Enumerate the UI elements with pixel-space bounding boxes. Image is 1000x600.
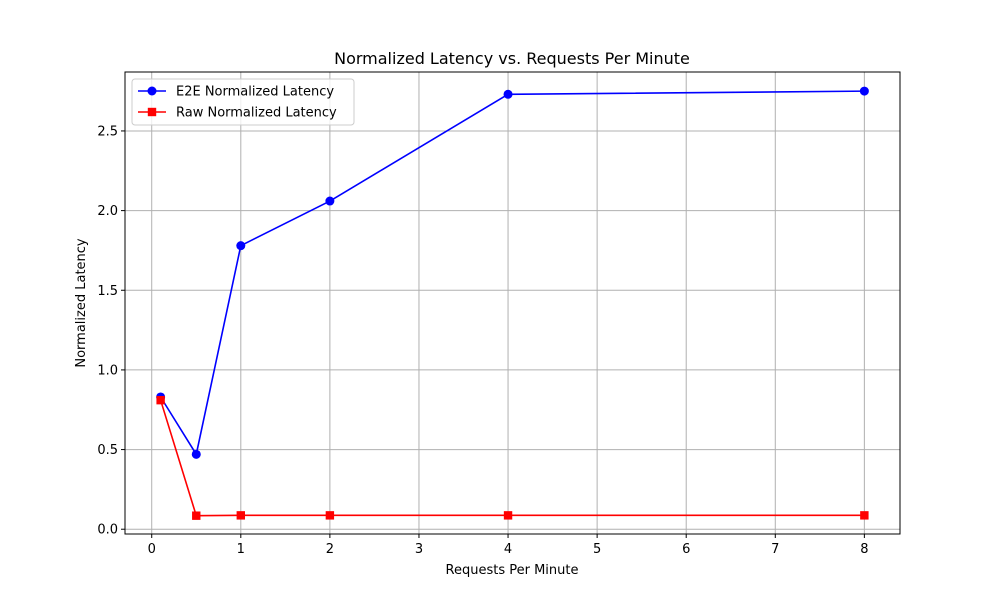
x-tick-label: 1 [237, 542, 245, 557]
x-tick-label: 3 [415, 542, 423, 557]
x-tick-label: 0 [148, 542, 156, 557]
data-point [191, 449, 201, 459]
data-point [156, 395, 165, 405]
y-tick-label: 0.0 [97, 523, 118, 538]
x-axis-label: Requests Per Minute [446, 563, 579, 578]
y-tick-label: 1.5 [97, 284, 118, 299]
y-tick-label: 2.0 [97, 204, 118, 219]
legend-marker [147, 107, 157, 117]
data-point [503, 89, 513, 99]
data-point [236, 241, 246, 251]
data-point [236, 511, 246, 520]
chart-title: Normalized Latency vs. Requests Per Minu… [334, 49, 690, 68]
data-point [860, 511, 869, 520]
data-point [192, 511, 201, 520]
y-tick-label: 0.5 [97, 443, 118, 458]
y-tick-label: 1.0 [97, 363, 118, 378]
legend-label: E2E Normalized Latency [176, 85, 334, 100]
y-tick-label: 2.5 [97, 124, 118, 139]
legend-item: Raw Normalized Latency [138, 106, 337, 121]
data-point [325, 196, 335, 206]
x-tick-label: 7 [771, 542, 779, 557]
plot-frame [124, 71, 901, 535]
legend-label: Raw Normalized Latency [176, 106, 337, 121]
x-tick-label: 2 [326, 542, 334, 557]
data-point [325, 511, 335, 520]
x-tick-label: 5 [593, 542, 601, 557]
series-layer [156, 86, 869, 520]
series-line [159, 90, 865, 457]
series-1 [156, 395, 869, 520]
axis-ticks: 0 1 2 3 4 5 6 7 8 0.0 0.5 1.0 1.5 2.0 2.5 [97, 124, 868, 557]
data-point [503, 511, 513, 520]
x-tick-label: 6 [682, 542, 690, 557]
legend: E2E Normalized Latency Raw Normalized Lat… [131, 78, 355, 126]
legend-marker [147, 86, 157, 96]
data-point [859, 86, 869, 96]
x-tick-label: 8 [860, 542, 868, 557]
series-0 [156, 86, 869, 459]
grid [125, 72, 900, 534]
series-line [159, 399, 865, 517]
y-axis-label: Normalized Latency [74, 238, 89, 368]
x-tick-label: 4 [504, 542, 512, 557]
legend-item: E2E Normalized Latency [138, 85, 334, 100]
legend-box [131, 78, 355, 126]
